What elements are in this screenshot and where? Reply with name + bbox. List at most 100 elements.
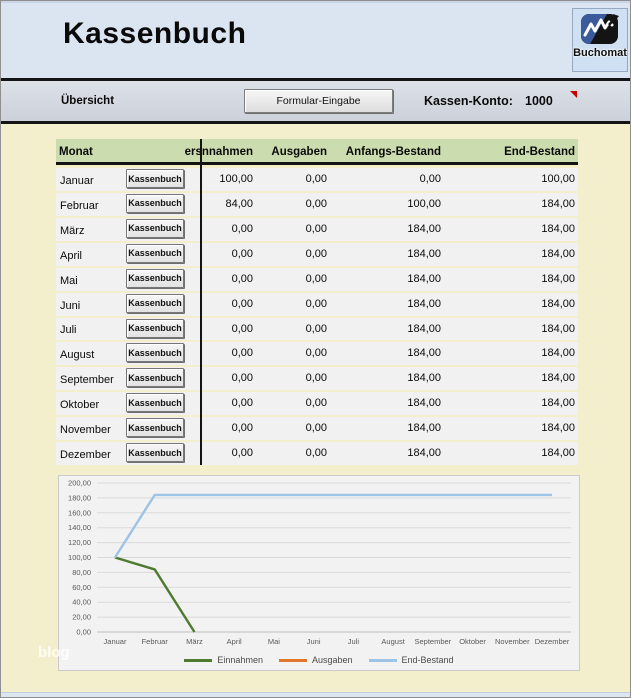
ausgaben-value: 0,00 xyxy=(305,372,327,385)
svg-text:Oktober: Oktober xyxy=(459,637,486,646)
svg-text:Juni: Juni xyxy=(307,637,321,646)
svg-text:160,00: 160,00 xyxy=(68,508,91,517)
svg-text:Mai: Mai xyxy=(268,637,280,646)
main-area: Monat ersnnahmen Ausgaben Anfangs-Bestan… xyxy=(1,124,630,692)
kassenbuch-button[interactable]: Kassenbuch xyxy=(126,343,184,363)
svg-text:120,00: 120,00 xyxy=(68,538,91,547)
bottom-strip xyxy=(1,692,630,697)
header-monat: Monat xyxy=(59,146,93,158)
ausgaben-value: 0,00 xyxy=(305,322,327,335)
svg-text:200,00: 200,00 xyxy=(68,479,91,488)
line-chart: 0,00 20,00 40,00 60,00 80,00 100,00 120,00 140,… xyxy=(58,475,580,671)
kassenbuch-button[interactable]: Kassenbuch xyxy=(126,318,184,338)
svg-text:November: November xyxy=(495,637,530,646)
table-row: September Kassenbuch 0,00 0,00 184,00 18… xyxy=(56,367,578,391)
kassen-konto-label: Kassen-Konto: xyxy=(424,94,513,108)
kassenbuch-button[interactable]: Kassenbuch xyxy=(126,268,184,288)
legend-item-einnahmen: Einnahmen xyxy=(184,655,263,665)
header-end-bestand: End-Bestand xyxy=(504,146,575,158)
kassenbuch-button[interactable]: Kassenbuch xyxy=(126,418,184,438)
end-bestand-value: 184,00 xyxy=(541,422,575,435)
kassenbuch-button[interactable]: Kassenbuch xyxy=(126,443,184,463)
toolbar: Übersicht Formular-Eingabe Kassen-Konto:… xyxy=(1,81,630,124)
month-rows: Januar Kassenbuch 100,00 0,00 0,00 100,0… xyxy=(56,168,578,466)
table-row: Oktober Kassenbuch 0,00 0,00 184,00 184,… xyxy=(56,392,578,416)
svg-text:August: August xyxy=(381,637,405,646)
end-bestand-value: 184,00 xyxy=(541,397,575,410)
table-row: Februar Kassenbuch 84,00 0,00 100,00 184… xyxy=(56,192,578,216)
legend-label: Einnahmen xyxy=(217,655,263,665)
einnahmen-line-swatch xyxy=(184,658,213,662)
anfangs-bestand-value: 184,00 xyxy=(407,372,441,385)
einnahmen-value: 0,00 xyxy=(231,422,253,435)
kassen-konto-value[interactable]: 1000 xyxy=(525,94,553,108)
einnahmen-value: 0,00 xyxy=(231,397,253,410)
buchomat-chart-icon xyxy=(581,14,619,44)
table-row: Juni Kassenbuch 0,00 0,00 184,00 184,00 xyxy=(56,292,578,316)
table-row: Juli Kassenbuch 0,00 0,00 184,00 184,00 xyxy=(56,317,578,341)
table-row: Dezember Kassenbuch 0,00 0,00 184,00 184… xyxy=(56,442,578,466)
end-bestand-value: 184,00 xyxy=(541,322,575,335)
page-title: Kassenbuch xyxy=(63,17,247,50)
ausgaben-value: 0,00 xyxy=(305,397,327,410)
svg-text:60,00: 60,00 xyxy=(72,583,91,592)
kassenbuch-button[interactable]: Kassenbuch xyxy=(126,243,184,263)
kassenbuch-button[interactable]: Kassenbuch xyxy=(126,169,184,188)
month-label: November xyxy=(60,424,111,437)
end-bestand-value: 184,00 xyxy=(541,197,575,210)
month-label: Februar xyxy=(60,199,99,212)
ausgaben-value: 0,00 xyxy=(305,222,327,235)
anfangs-bestand-value: 184,00 xyxy=(407,347,441,360)
ausgaben-value: 0,00 xyxy=(305,272,327,285)
svg-text:Februar: Februar xyxy=(142,637,169,646)
legend-item-end-bestand: End-Bestand xyxy=(368,655,454,665)
svg-text:Dezember: Dezember xyxy=(535,637,570,646)
einnahmen-value: 0,00 xyxy=(231,272,253,285)
anfangs-bestand-value: 184,00 xyxy=(407,397,441,410)
logo-label: Buchomat xyxy=(573,47,627,59)
month-label: Januar xyxy=(60,174,94,187)
kassenbuch-button[interactable]: Kassenbuch xyxy=(126,293,184,313)
month-label: August xyxy=(60,349,95,362)
end-bestand-value: 184,00 xyxy=(541,447,575,460)
end-bestand-value: 184,00 xyxy=(541,297,575,310)
svg-text:40,00: 40,00 xyxy=(72,598,91,607)
end-bestand-value: 184,00 xyxy=(541,272,575,285)
month-label: März xyxy=(60,224,85,237)
month-label: Mai xyxy=(60,274,78,287)
einnahmen-value: 84,00 xyxy=(225,197,253,210)
end-bestand-value: 100,00 xyxy=(541,173,575,185)
month-label: April xyxy=(60,249,83,262)
anfangs-bestand-value: 184,00 xyxy=(407,422,441,435)
column-divider-line xyxy=(200,139,202,465)
ausgaben-value: 0,00 xyxy=(305,197,327,210)
buchomat-logo: Buchomat xyxy=(572,8,628,72)
kassenbuch-button[interactable]: Kassenbuch xyxy=(126,193,184,213)
header-ausgaben: Ausgaben xyxy=(271,146,327,158)
ausgaben-value: 0,00 xyxy=(305,173,327,185)
comment-marker-icon xyxy=(570,91,577,98)
kassenbuch-button[interactable]: Kassenbuch xyxy=(126,218,184,238)
month-label: Juli xyxy=(60,324,77,337)
anfangs-bestand-value: 100,00 xyxy=(407,197,441,210)
table-row: Mai Kassenbuch 0,00 0,00 184,00 184,00 xyxy=(56,267,578,291)
einnahmen-value: 0,00 xyxy=(231,297,253,310)
kassenbuch-button[interactable]: Kassenbuch xyxy=(126,368,184,388)
svg-text:20,00: 20,00 xyxy=(72,613,91,622)
month-label: September xyxy=(60,374,114,387)
einnahmen-value: 0,00 xyxy=(231,222,253,235)
month-label: Oktober xyxy=(60,399,100,412)
header-anfangs-bestand: Anfangs-Bestand xyxy=(345,146,441,158)
svg-text:80,00: 80,00 xyxy=(72,568,91,577)
table-row: August Kassenbuch 0,00 0,00 184,00 184,0… xyxy=(56,342,578,366)
legend-label: End-Bestand xyxy=(401,655,454,665)
kassenbuch-button[interactable]: Kassenbuch xyxy=(126,393,184,413)
ausgaben-value: 0,00 xyxy=(305,247,327,260)
end-bestand-value: 184,00 xyxy=(541,222,575,235)
anfangs-bestand-value: 184,00 xyxy=(407,322,441,335)
svg-text:180,00: 180,00 xyxy=(68,493,91,502)
formular-eingabe-button[interactable]: Formular-Eingabe xyxy=(244,89,393,113)
sheet-label-uebersicht: Übersicht xyxy=(61,95,115,107)
end-bestand-value: 184,00 xyxy=(541,372,575,385)
